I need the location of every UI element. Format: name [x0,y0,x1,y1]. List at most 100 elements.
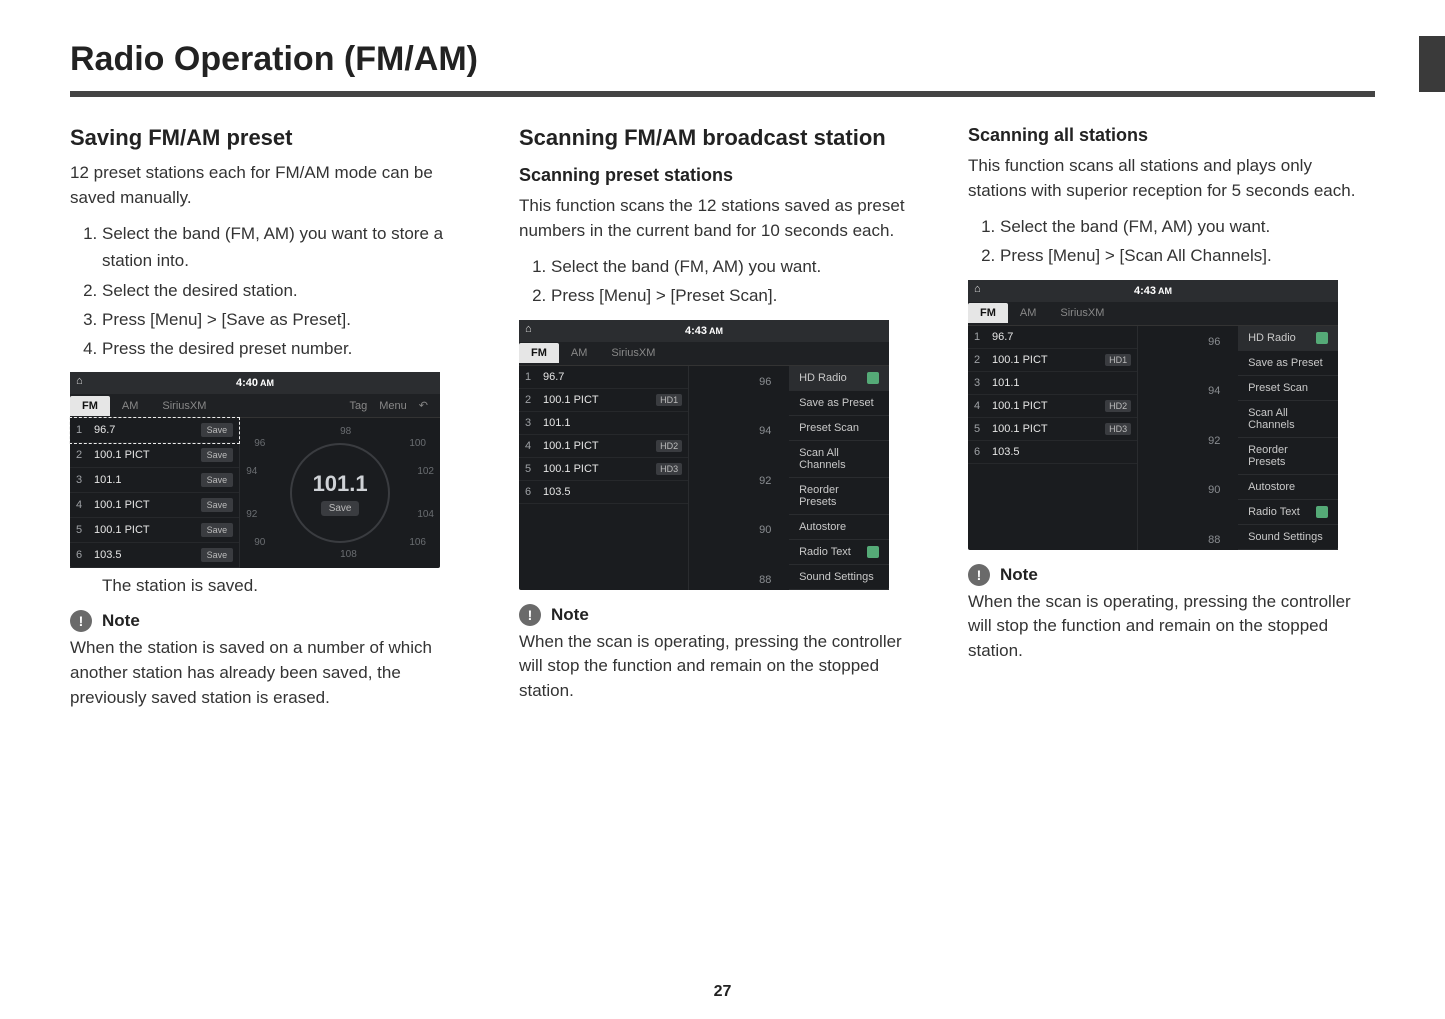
dial-tick: 106 [409,537,426,548]
preset-row: 196.7 [519,366,688,389]
shot2-menu: HD Radio Save as Preset Preset Scan Scan… [789,366,889,590]
shot3-presets: 196.7 2100.1 PICTHD1 3101.1 4100.1 PICTH… [968,326,1138,550]
shot3-ampm: AM [1158,286,1172,296]
preset-row: 6103.5Save [70,543,239,568]
menu-item: Scan All Channels [789,441,889,478]
dial-tick: 90 [1208,484,1232,496]
menu-item: Save as Preset [789,391,889,416]
columns: Saving FM/AM preset 12 preset stations e… [70,125,1375,710]
col2-note-header: ! Note [519,604,926,626]
menu-item: Sound Settings [1238,525,1338,550]
note-label: Note [1000,565,1038,585]
menu-item: Radio Text [789,540,889,565]
page-number: 27 [0,983,1445,1001]
column-2: Scanning FM/AM broadcast station Scannin… [519,125,926,710]
shot1-titlebar: ⌂ 4:40 AM [70,372,440,394]
save-badge: Save [201,498,234,512]
dial-tick: 96 [759,376,783,388]
preset-row: 196.7Save [70,418,239,443]
hd-badge: HD3 [1105,423,1131,435]
check-icon [1316,506,1328,518]
shot2-ampm: AM [709,326,723,336]
check-icon [867,546,879,558]
tab-am: AM [1008,303,1049,323]
col2-step: Press [Menu] > [Preset Scan]. [551,282,926,309]
preset-row: 2100.1 PICTHD1 [968,349,1137,372]
menu-item: Autostore [789,515,889,540]
shot2-time: 4:43 [685,325,707,337]
col1-intro: 12 preset stations each for FM/AM mode c… [70,161,477,210]
col3-intro: This function scans all stations and pla… [968,154,1375,203]
screenshot-scan-all: ⌂ 4:43 AM FM AM SiriusXM 196.7 2100.1 PI… [968,280,1338,550]
menu-item: Reorder Presets [789,478,889,515]
page-edge-marker [1419,36,1445,92]
shot1-dial-area: 98 100 102 104 106 108 96 94 92 90 101.1… [240,418,440,568]
dial-tick: 90 [759,524,783,536]
shot3-time: 4:43 [1134,285,1156,297]
col2-intro: This function scans the 12 stations save… [519,194,926,243]
tab-sxm: SiriusXM [599,343,667,363]
info-icon: ! [968,564,990,586]
shot2-tabs: FM AM SiriusXM [519,342,889,366]
shot2-titlebar: ⌂ 4:43 AM [519,320,889,342]
dial-tick: 108 [340,549,357,560]
shot2-presets: 196.7 2100.1 PICTHD1 3101.1 4100.1 PICTH… [519,366,689,590]
col1-note-body: When the station is saved on a number of… [70,636,477,710]
save-badge: Save [201,473,234,487]
home-icon: ⌂ [525,323,532,335]
page-title: Radio Operation (FM/AM) [70,40,1375,79]
preset-row: 2100.1 PICTSave [70,443,239,468]
col1-heading: Saving FM/AM preset [70,125,477,151]
dial-tick: 92 [1208,435,1232,447]
preset-row: 6103.5 [968,441,1137,464]
col3-steps: Select the band (FM, AM) you want. Press… [968,213,1375,269]
info-icon: ! [519,604,541,626]
preset-row: 4100.1 PICTHD2 [968,395,1137,418]
menu-item: Preset Scan [1238,376,1338,401]
screenshot-save-preset: ⌂ 4:40 AM FM AM SiriusXM Tag Menu ↶ 196.… [70,372,440,568]
shot3-titlebar: ⌂ 4:43 AM [968,280,1338,302]
tab-fm: FM [968,303,1008,323]
menu-item: Autostore [1238,475,1338,500]
column-3: Scanning all stations This function scan… [968,125,1375,710]
menu-item: Sound Settings [789,565,889,590]
preset-row: 3101.1Save [70,468,239,493]
tab-fm: FM [70,396,110,416]
col1-step: Select the band (FM, AM) you want to sto… [102,220,477,274]
dial-tick: 98 [340,426,351,437]
tab-fm: FM [519,343,559,363]
shot1-tabs: FM AM SiriusXM Tag Menu ↶ [70,394,440,418]
dial-tick: 94 [1208,385,1232,397]
shot1-presets: 196.7Save 2100.1 PICTSave 3101.1Save 410… [70,418,240,568]
menu-item: Save as Preset [1238,351,1338,376]
col2-step: Select the band (FM, AM) you want. [551,253,926,280]
title-rule [70,91,1375,97]
col2-sub: Scanning preset stations [519,165,926,186]
menu-item: Reorder Presets [1238,438,1338,475]
shot1-ampm: AM [260,378,274,388]
dial-tick: 96 [254,438,265,449]
col3-note-header: ! Note [968,564,1375,586]
col1-step: Select the desired station. [102,277,477,304]
col3-step: Press [Menu] > [Scan All Channels]. [1000,242,1375,269]
col3-note-body: When the scan is operating, pressing the… [968,590,1375,664]
dial-tick: 88 [1208,534,1232,546]
screenshot-preset-scan: ⌂ 4:43 AM FM AM SiriusXM 196.7 2100.1 PI… [519,320,889,590]
preset-row: 5100.1 PICTSave [70,518,239,543]
hd-badge: HD2 [656,440,682,452]
col1-step: Press [Menu] > [Save as Preset]. [102,306,477,333]
save-badge: Save [201,423,234,437]
check-icon [1316,332,1328,344]
hd-badge: HD2 [1105,400,1131,412]
col1-after: The station is saved. [102,576,477,596]
preset-row: 2100.1 PICTHD1 [519,389,688,412]
tab-am: AM [559,343,600,363]
col3-step: Select the band (FM, AM) you want. [1000,213,1375,240]
menu-item: HD Radio [1238,326,1338,351]
note-label: Note [102,611,140,631]
preset-row: 196.7 [968,326,1137,349]
hd-badge: HD3 [656,463,682,475]
save-badge: Save [201,448,234,462]
menu-item: Scan All Channels [1238,401,1338,438]
dial-tick: 88 [759,574,783,586]
